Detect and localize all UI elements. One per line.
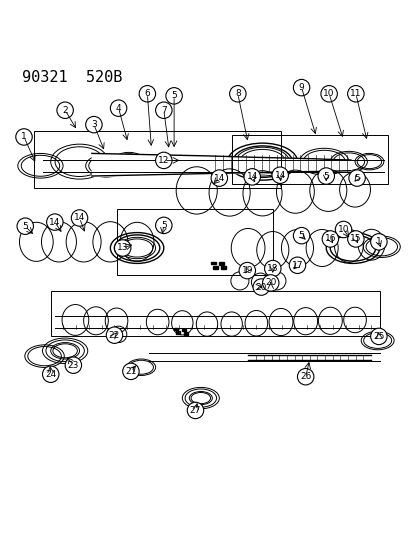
Text: 14: 14 [274,171,285,180]
Circle shape [47,214,63,230]
Text: 16: 16 [324,235,335,244]
Text: 6: 6 [144,90,150,98]
Circle shape [317,168,334,184]
Text: 2: 2 [62,106,68,115]
Bar [182,329,186,331]
Text: 14: 14 [49,217,60,227]
Circle shape [370,328,386,345]
Circle shape [106,327,122,343]
Circle shape [238,262,255,279]
Circle shape [71,210,88,226]
Text: 14: 14 [74,214,85,222]
Text: 23: 23 [67,361,79,370]
Circle shape [155,102,172,118]
Text: 1: 1 [375,237,381,246]
Circle shape [17,218,33,235]
Text: 7: 7 [161,106,166,115]
Text: 27: 27 [189,406,201,415]
Circle shape [347,86,363,102]
Bar [219,262,224,265]
Text: 10: 10 [323,90,334,98]
Text: 5: 5 [161,221,166,230]
Circle shape [320,86,337,102]
Circle shape [57,102,73,118]
Circle shape [293,228,309,244]
Text: 22: 22 [109,330,120,340]
Text: 3: 3 [91,120,97,129]
Text: 5: 5 [354,174,359,183]
Bar [116,209,272,274]
Bar [231,135,387,184]
Bar [184,332,188,335]
Bar [211,262,216,264]
Text: 26: 26 [299,372,311,381]
Bar [174,328,178,330]
Circle shape [122,363,139,379]
Text: 1: 1 [21,133,27,141]
Text: 9: 9 [298,83,304,92]
Text: 10: 10 [337,225,349,234]
Text: 15: 15 [349,235,361,244]
Circle shape [347,231,363,247]
Text: 90321  520B: 90321 520B [22,70,122,85]
Text: 14: 14 [213,174,225,183]
Text: 5: 5 [323,172,328,181]
Circle shape [297,368,313,385]
Text: 12: 12 [158,156,169,165]
Circle shape [229,86,245,102]
Circle shape [321,231,338,247]
Text: 11: 11 [349,90,361,98]
Circle shape [252,279,269,295]
Circle shape [166,87,182,104]
Text: 5: 5 [298,231,304,240]
Circle shape [243,168,260,185]
Text: 13: 13 [116,244,128,253]
Circle shape [85,116,102,133]
Circle shape [139,86,155,102]
Circle shape [262,274,278,291]
Circle shape [211,170,227,187]
Circle shape [271,167,288,183]
Circle shape [293,79,309,96]
Text: 4: 4 [116,104,121,112]
Text: 19: 19 [241,266,252,275]
Circle shape [348,170,364,187]
Circle shape [114,240,131,256]
Text: 20: 20 [255,282,266,292]
Circle shape [43,366,59,383]
Circle shape [16,129,32,145]
Circle shape [264,260,280,277]
Bar [34,131,280,188]
Text: 14: 14 [246,172,257,181]
Circle shape [110,100,126,116]
Text: 5: 5 [171,91,176,100]
Circle shape [370,233,386,250]
Bar [51,291,379,336]
Text: 25: 25 [372,332,384,341]
Text: 21: 21 [125,367,136,376]
Text: 5: 5 [22,222,28,231]
Circle shape [335,221,351,238]
Circle shape [65,357,81,374]
Bar [221,266,226,269]
Text: 24: 24 [45,370,56,379]
Circle shape [289,257,305,273]
Text: 17: 17 [291,261,302,270]
Text: 18: 18 [266,264,278,273]
Circle shape [187,402,203,418]
Bar [176,332,180,334]
Text: 20: 20 [264,278,276,287]
Circle shape [155,217,172,233]
Text: 8: 8 [235,90,240,98]
Bar [213,265,218,269]
Circle shape [155,152,172,168]
